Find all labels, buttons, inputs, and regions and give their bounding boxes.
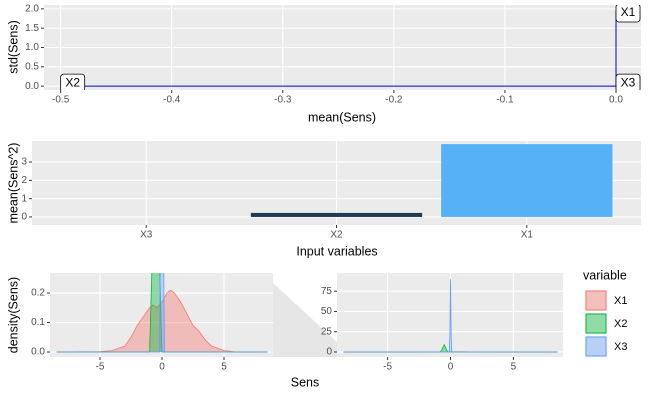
- y-axis-title: density(Sens): [6, 277, 20, 353]
- x-axis-title: Input variables: [296, 244, 377, 258]
- legend-key-bg: [585, 313, 607, 334]
- x-tick-label: X1: [521, 230, 534, 241]
- y-tick-label: 75: [321, 286, 333, 297]
- legend-label: X3: [614, 341, 627, 353]
- point-label: X2: [65, 75, 80, 89]
- x-tick-label: -0.2: [385, 95, 403, 106]
- y-tick-label: 0: [326, 347, 332, 358]
- y-tick-label: 1: [21, 193, 27, 204]
- y-tick-label: 25: [321, 326, 333, 337]
- x-tick-label: -0.5: [52, 95, 70, 106]
- x-tick-label: 5: [511, 362, 517, 373]
- bar: [250, 212, 423, 217]
- y-tick-label: 0.0: [25, 81, 39, 92]
- x-tick-label: -0.1: [496, 95, 514, 106]
- legend-key: [585, 290, 607, 311]
- y-tick-label: 50: [321, 306, 333, 317]
- y-tick-label: 1.0: [25, 42, 39, 53]
- legend-title: variable: [583, 268, 627, 282]
- label-box: [615, 73, 641, 90]
- y-axis-title: mean(Sens^2): [6, 143, 20, 224]
- density-fill: [56, 273, 268, 352]
- x-tick-label: 0.0: [609, 95, 623, 106]
- density-line: [56, 289, 268, 353]
- density-fill: [56, 290, 268, 352]
- y-tick-label: 0.2: [31, 288, 45, 299]
- legend-key-bg: [585, 290, 607, 311]
- density-line: [343, 279, 558, 353]
- density-line: [56, 273, 268, 353]
- legend-key-bg: [585, 336, 607, 357]
- x-axis-title: mean(Sens): [308, 110, 376, 124]
- zoom-connector: [273, 283, 337, 357]
- x-tick-label: -0.4: [163, 95, 181, 106]
- bar: [441, 144, 613, 217]
- y-tick-label: 3: [21, 157, 27, 168]
- y-tick-label: 2: [21, 175, 27, 186]
- y-tick-label: 0.5: [25, 61, 39, 72]
- label-box: [60, 73, 86, 90]
- x-tick-label: -0.3: [274, 95, 292, 106]
- legend-key: [585, 313, 607, 334]
- x-tick-label: X3: [140, 230, 153, 241]
- label-box: [615, 5, 641, 23]
- y-tick-label: 1.5: [25, 23, 39, 34]
- legend-key: [585, 336, 607, 357]
- x-tick-label: X2: [330, 230, 343, 241]
- plot-area: [56, 273, 268, 353]
- y-axis-title: std(Sens): [6, 20, 20, 74]
- legend-label: X2: [614, 318, 627, 330]
- density-fill: [343, 279, 558, 352]
- y-tick-label: 2.0: [25, 4, 39, 15]
- x-tick-label: 0: [159, 362, 165, 373]
- y-tick-label: 0: [21, 212, 27, 223]
- plot-area: [343, 279, 558, 353]
- legend-label: X1: [614, 295, 627, 307]
- x-tick-label: 5: [221, 362, 227, 373]
- y-tick-label: 0.0: [31, 347, 45, 358]
- plot-area: X1 X2 X3: [60, 5, 641, 90]
- x-tick-label: -5: [96, 362, 105, 373]
- point-label: X3: [621, 75, 636, 89]
- point-label: X1: [621, 5, 636, 19]
- x-tick-label: -5: [383, 362, 392, 373]
- y-tick-label: 0.1: [31, 317, 45, 328]
- x-axis-title: Sens: [291, 375, 320, 389]
- x-tick-label: 0: [448, 362, 454, 373]
